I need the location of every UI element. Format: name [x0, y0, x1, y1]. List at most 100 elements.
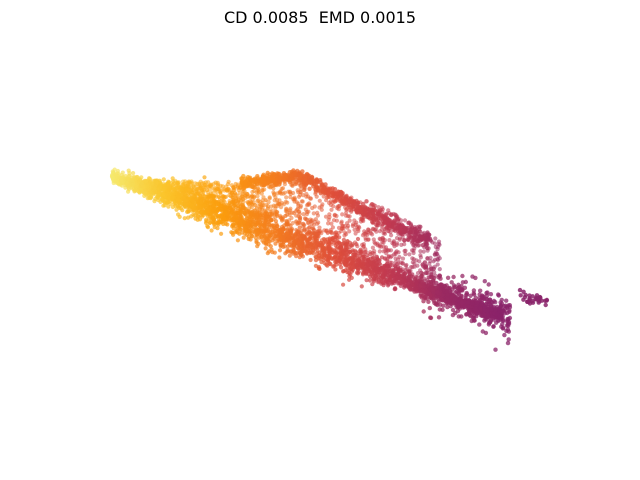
point [270, 229, 275, 235]
point [319, 251, 324, 256]
point [339, 244, 344, 249]
point [364, 278, 369, 283]
point [133, 178, 138, 183]
point [433, 236, 438, 241]
point [209, 228, 214, 233]
point [324, 262, 329, 267]
point [321, 258, 326, 263]
point [295, 241, 300, 246]
point [266, 179, 271, 184]
point [438, 297, 444, 302]
point [402, 238, 407, 243]
point [370, 226, 375, 231]
point [320, 202, 325, 207]
point [284, 195, 289, 200]
point [273, 182, 279, 187]
point [408, 223, 414, 228]
point [383, 274, 388, 280]
point [195, 210, 200, 215]
point [327, 254, 332, 259]
point [266, 184, 271, 189]
point [227, 199, 232, 204]
point [345, 262, 350, 267]
point [221, 194, 226, 199]
point [260, 238, 265, 243]
point [176, 212, 181, 217]
point [246, 194, 251, 199]
point [291, 248, 296, 253]
point [313, 238, 318, 243]
point [277, 190, 282, 195]
point [482, 279, 487, 284]
point [273, 241, 278, 246]
point [271, 190, 276, 195]
point [298, 205, 303, 210]
point [438, 282, 444, 288]
point [211, 203, 216, 208]
point [382, 214, 387, 220]
point [222, 200, 227, 205]
point [338, 191, 344, 197]
point [389, 212, 394, 218]
point [131, 171, 136, 176]
point [418, 224, 423, 229]
point [370, 263, 375, 268]
point [337, 203, 342, 209]
point [362, 207, 368, 212]
point [298, 217, 303, 222]
point [407, 274, 412, 280]
point [373, 263, 378, 268]
point [370, 219, 375, 224]
point [459, 293, 464, 298]
point [425, 232, 430, 237]
point [505, 327, 511, 332]
point [451, 274, 456, 280]
point [257, 235, 262, 240]
point [361, 242, 366, 247]
point [298, 252, 304, 257]
point [345, 221, 350, 226]
point [463, 295, 468, 301]
point [183, 198, 188, 203]
point [251, 225, 256, 230]
point [233, 184, 238, 189]
point [280, 186, 286, 191]
point [385, 258, 390, 263]
point [318, 179, 323, 185]
point [349, 275, 354, 280]
point [252, 194, 257, 199]
point [184, 187, 189, 192]
point [308, 257, 313, 263]
point [415, 278, 420, 283]
point [421, 309, 426, 314]
point [297, 225, 302, 230]
point [255, 244, 260, 249]
point [298, 190, 303, 195]
point [418, 236, 423, 241]
point [283, 232, 288, 237]
point [178, 203, 183, 208]
point [263, 246, 268, 251]
point [354, 263, 359, 268]
point [239, 210, 244, 215]
point [360, 272, 366, 277]
point [201, 188, 206, 193]
point [408, 227, 413, 232]
point [205, 209, 210, 214]
point [399, 218, 404, 223]
point [387, 266, 392, 271]
point [303, 177, 308, 183]
point [226, 179, 231, 184]
point [234, 195, 239, 200]
point [218, 191, 223, 196]
point [377, 249, 382, 254]
point [385, 248, 390, 253]
point [333, 243, 338, 248]
point [286, 244, 291, 249]
point [452, 284, 458, 289]
point [231, 232, 236, 237]
point [386, 271, 391, 276]
point [215, 182, 221, 187]
point [304, 230, 309, 235]
